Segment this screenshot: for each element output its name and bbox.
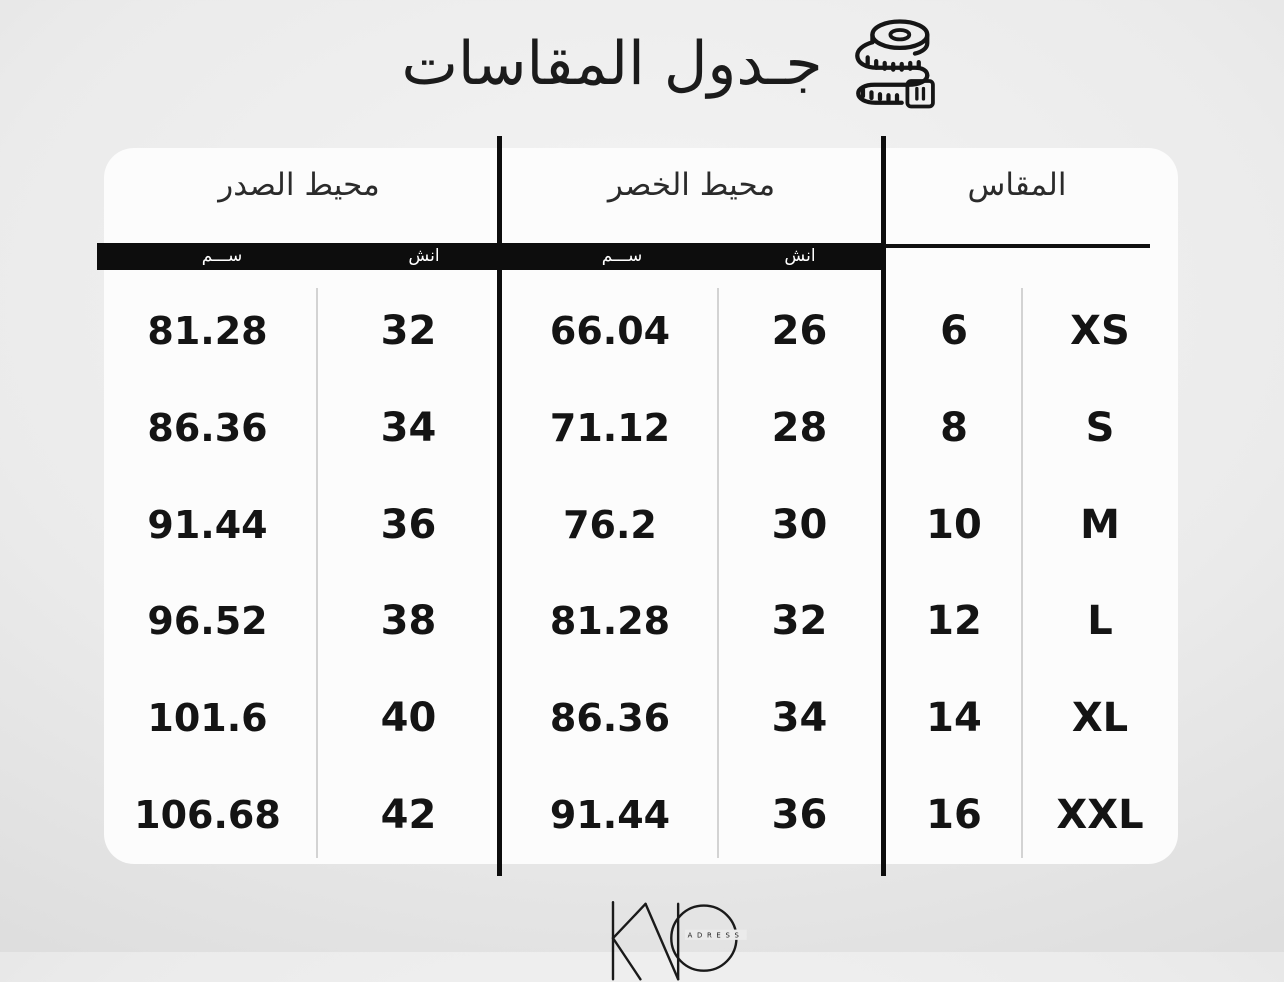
size-letter-value: XS xyxy=(1070,308,1130,355)
waist-cm-value: 76.2 xyxy=(563,502,657,547)
size-number-column: 6 8 10 12 14 16 xyxy=(886,283,1022,863)
chest-inch-value: 38 xyxy=(380,598,437,645)
waist-cm-value: 66.04 xyxy=(549,309,671,354)
page-title: جـدول المقاسات xyxy=(401,29,823,99)
waist-inch-column: 26 28 30 32 34 36 xyxy=(718,283,881,863)
waist-inch-value: 28 xyxy=(771,405,828,451)
size-letter-value: L xyxy=(1087,598,1113,645)
waist-unit-inch-label: انش xyxy=(784,245,816,266)
chest-unit-cm-label: ســـم xyxy=(201,245,243,266)
waist-cm-value: 86.36 xyxy=(549,696,671,741)
page-header: جـدول المقاسات xyxy=(33,4,1284,124)
size-letter-value: XXL xyxy=(1056,791,1144,838)
chest-inch-column: 32 34 36 38 40 42 xyxy=(317,283,500,863)
chest-cm-column: 81.28 86.36 91.44 96.52 101.6 106.68 xyxy=(98,283,317,863)
waist-inch-value: 36 xyxy=(771,791,828,838)
size-number-value: 16 xyxy=(926,791,982,838)
size-letter-column: XS S M L XL XXL xyxy=(1022,283,1178,863)
size-section-header: المقاس xyxy=(967,167,1067,203)
chest-inch-value: 42 xyxy=(380,791,437,838)
chest-inch-value: 32 xyxy=(380,308,437,355)
waist-cm-value: 71.12 xyxy=(549,406,671,450)
chest-inch-value: 34 xyxy=(380,405,437,451)
logo-subtext-glyphs: ADRESS xyxy=(688,932,744,940)
units-header-bar: ســـم انش ســـم انش xyxy=(97,243,881,270)
kno-adress-logo: ADRESS xyxy=(601,897,747,982)
chest-cm-value: 81.28 xyxy=(147,309,268,354)
chest-cm-value: 91.44 xyxy=(147,502,268,547)
size-letter-value: S xyxy=(1085,405,1115,451)
size-number-value: 10 xyxy=(926,501,982,548)
size-chart-page: جـدول المقاسات محيط الصدر محيط الخصر الم… xyxy=(33,4,1284,981)
size-header-underline xyxy=(884,244,1150,248)
subcolumn-divider xyxy=(1021,288,1023,858)
size-number-value: 8 xyxy=(940,405,968,451)
size-number-value: 6 xyxy=(940,308,968,355)
chest-cm-value: 96.52 xyxy=(147,599,268,644)
measuring-tape-icon xyxy=(845,14,949,114)
waist-inch-value: 32 xyxy=(771,598,828,645)
column-rule-icon xyxy=(497,136,502,876)
size-number-value: 12 xyxy=(926,598,982,645)
size-number-value: 14 xyxy=(926,695,982,742)
subcolumn-divider xyxy=(316,288,318,858)
subcolumn-divider xyxy=(717,288,719,858)
chest-inch-value: 36 xyxy=(380,501,437,548)
size-letter-value: XL xyxy=(1071,695,1129,742)
waist-inch-value: 26 xyxy=(771,308,828,355)
waist-inch-value: 34 xyxy=(771,695,828,742)
waist-inch-value: 30 xyxy=(771,501,828,548)
waist-section-header: محيط الخصر xyxy=(607,167,776,203)
chest-unit-inch-label: انش xyxy=(408,245,440,266)
chest-section-header: محيط الصدر xyxy=(218,167,380,203)
column-rule-icon xyxy=(881,136,886,876)
chest-cm-value: 101.6 xyxy=(147,696,268,741)
waist-cm-value: 91.44 xyxy=(549,792,671,837)
waist-unit-cm-label: ســـم xyxy=(601,245,643,266)
waist-cm-column: 66.04 71.12 76.2 81.28 86.36 91.44 xyxy=(502,283,718,863)
size-letter-value: M xyxy=(1080,501,1120,548)
chest-cm-value: 86.36 xyxy=(147,406,268,450)
waist-cm-value: 81.28 xyxy=(549,599,671,644)
chest-inch-value: 40 xyxy=(380,695,437,742)
chest-cm-value: 106.68 xyxy=(134,792,281,837)
